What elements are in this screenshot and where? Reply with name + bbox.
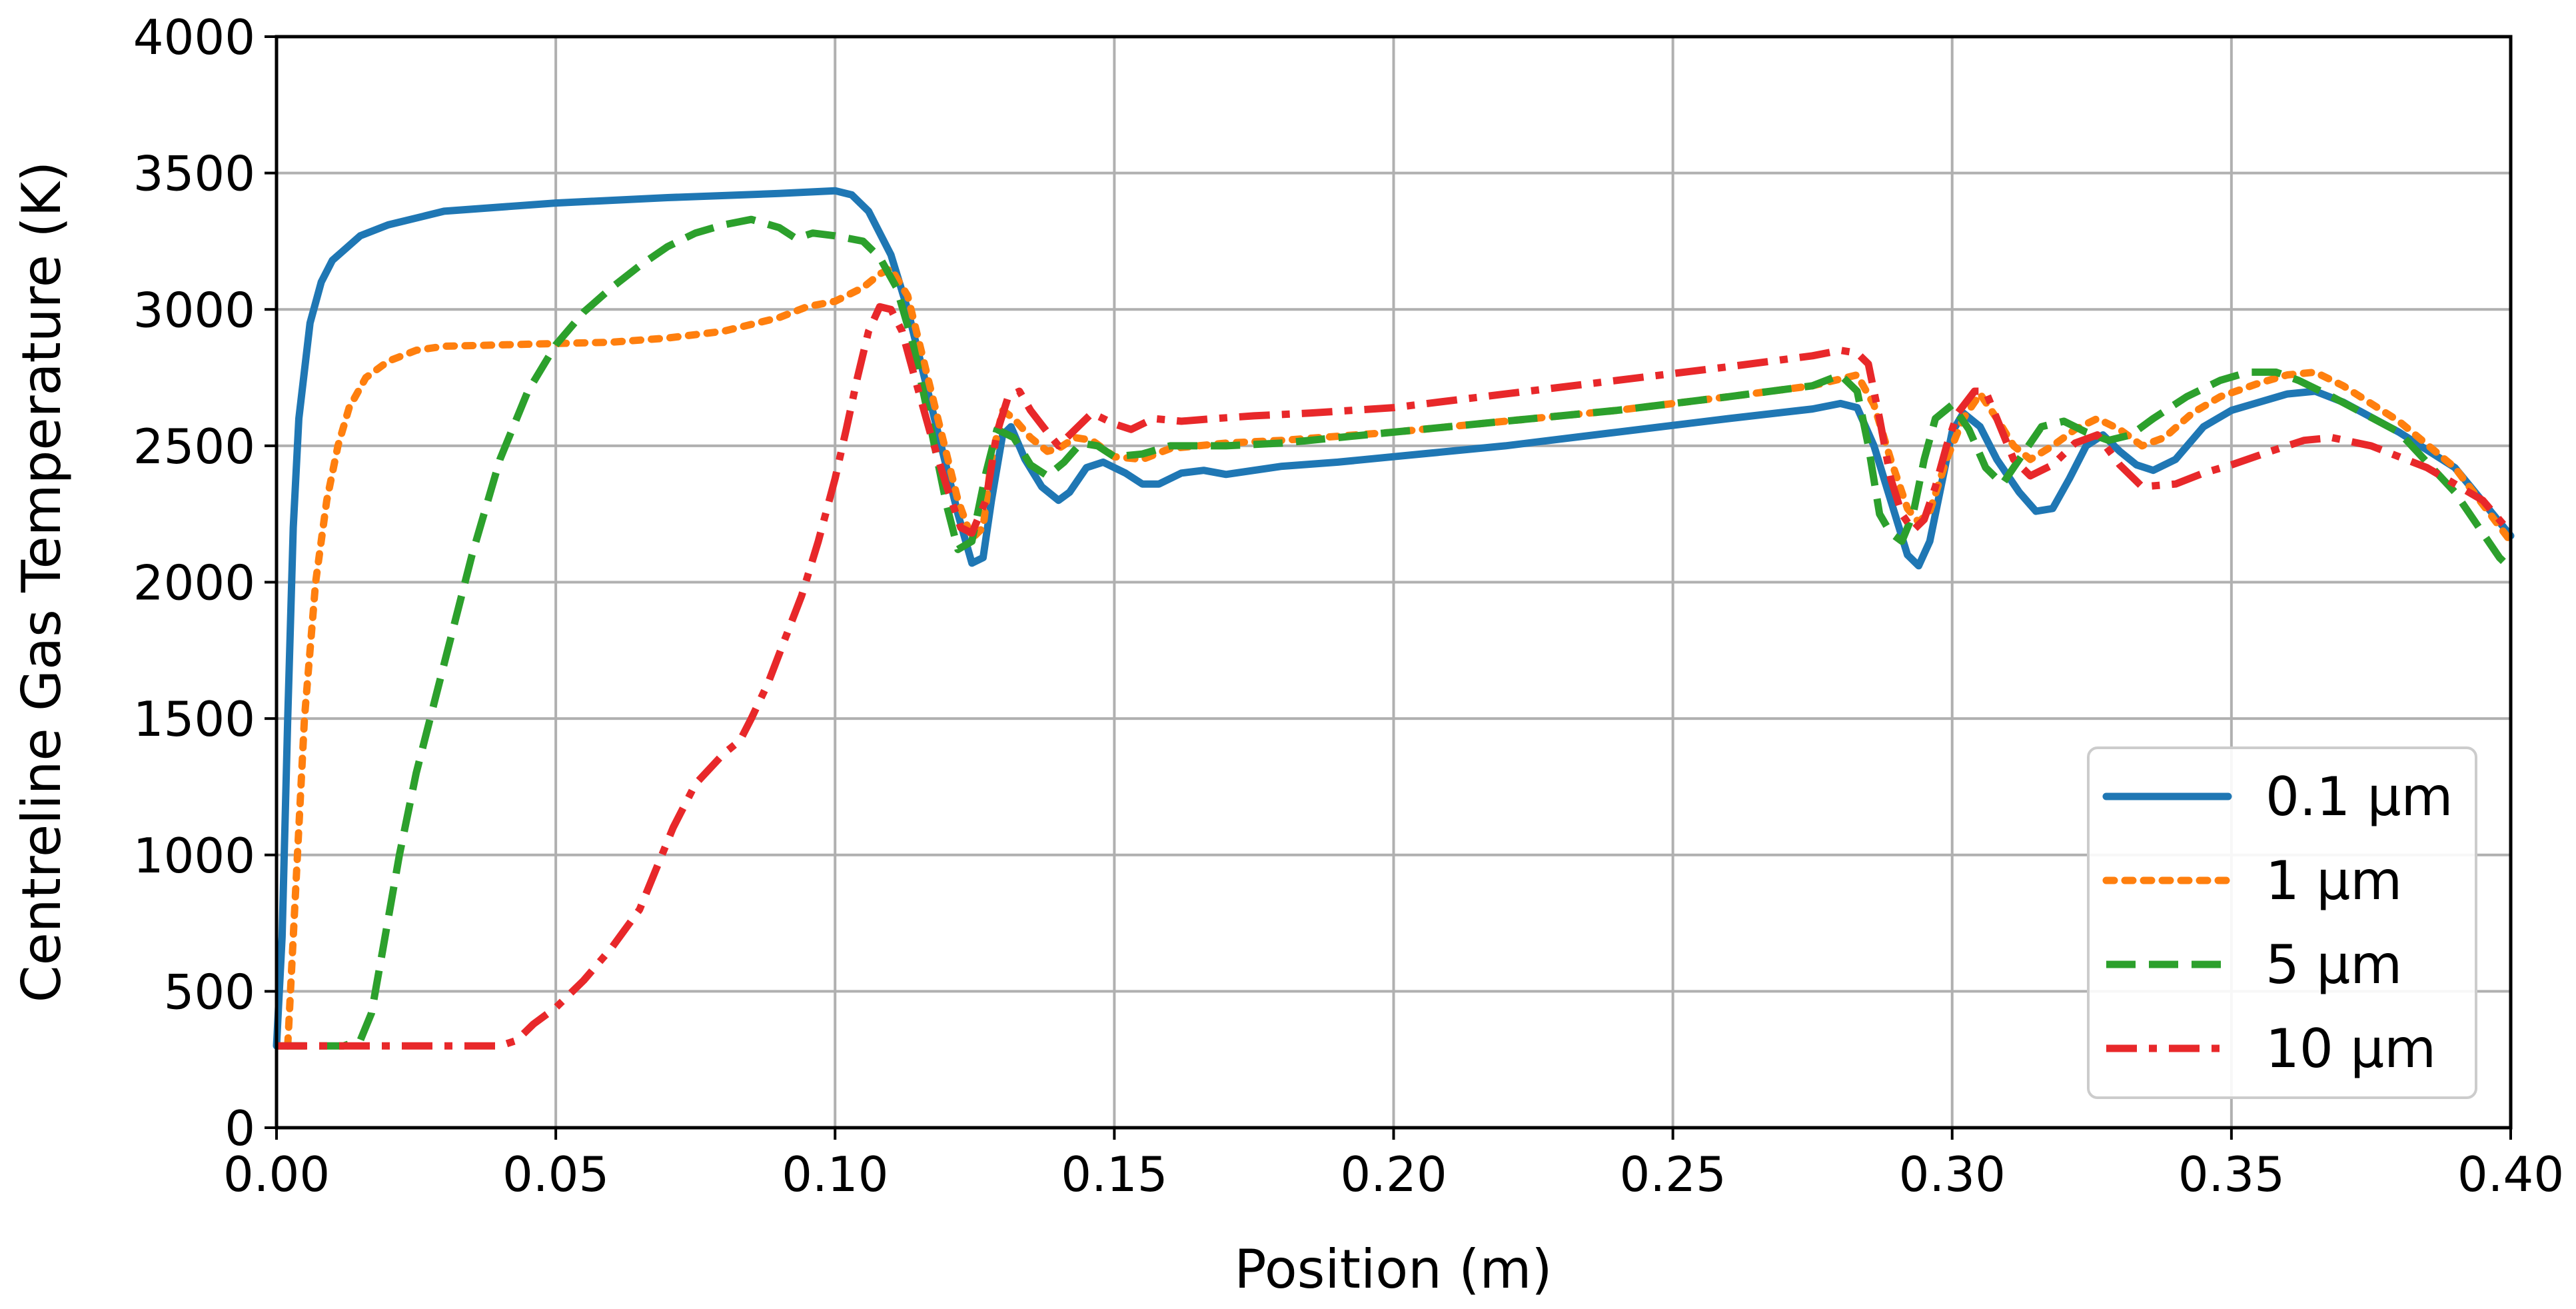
y-tick-label: 500 — [164, 964, 255, 1020]
x-tick-label: 0.35 — [2178, 1146, 2285, 1202]
x-tick-label: 0.05 — [502, 1146, 609, 1202]
x-tick-label: 0.15 — [1061, 1146, 1167, 1202]
x-axis-label: Position (m) — [1234, 1238, 1552, 1300]
legend-label-2: 1 µm — [2265, 850, 2402, 912]
x-tick-label: 0.25 — [1619, 1146, 1726, 1202]
y-tick-label: 3500 — [133, 146, 255, 202]
y-tick-label: 2500 — [133, 419, 255, 475]
series-lines — [273, 187, 2515, 1050]
y-tick-label: 0 — [225, 1100, 255, 1156]
series-line-3 — [277, 215, 2513, 1050]
x-tick-label: 0.20 — [1340, 1146, 1447, 1202]
x-tick-label: 0.40 — [2457, 1146, 2564, 1202]
x-tick-label: 0.10 — [782, 1146, 888, 1202]
series-line-4 — [277, 303, 2514, 1050]
legend-label-3: 5 µm — [2265, 934, 2402, 996]
legend: 0.1 µm 1 µm 5 µm 10 µm — [2087, 746, 2477, 1099]
legend-label-4: 10 µm — [2265, 1018, 2436, 1080]
y-tick-label: 2000 — [133, 555, 255, 611]
y-tick-label: 1500 — [133, 691, 255, 747]
legend-label-1: 0.1 µm — [2265, 766, 2453, 828]
y-tick-label: 4000 — [133, 9, 255, 65]
axis-ticks: 0.00 0.05 0.10 0.15 0.20 0.25 0.30 0.35 0.40 0 500… — [133, 9, 2564, 1202]
y-axis-label: Centreline Gas Temperature (K) — [11, 161, 73, 1003]
x-tick-label: 0.00 — [223, 1146, 330, 1202]
y-tick-label: 3000 — [133, 282, 255, 338]
legend-box — [2087, 746, 2477, 1099]
y-tick-label: 1000 — [133, 828, 255, 884]
x-tick-label: 0.30 — [1899, 1146, 2006, 1202]
